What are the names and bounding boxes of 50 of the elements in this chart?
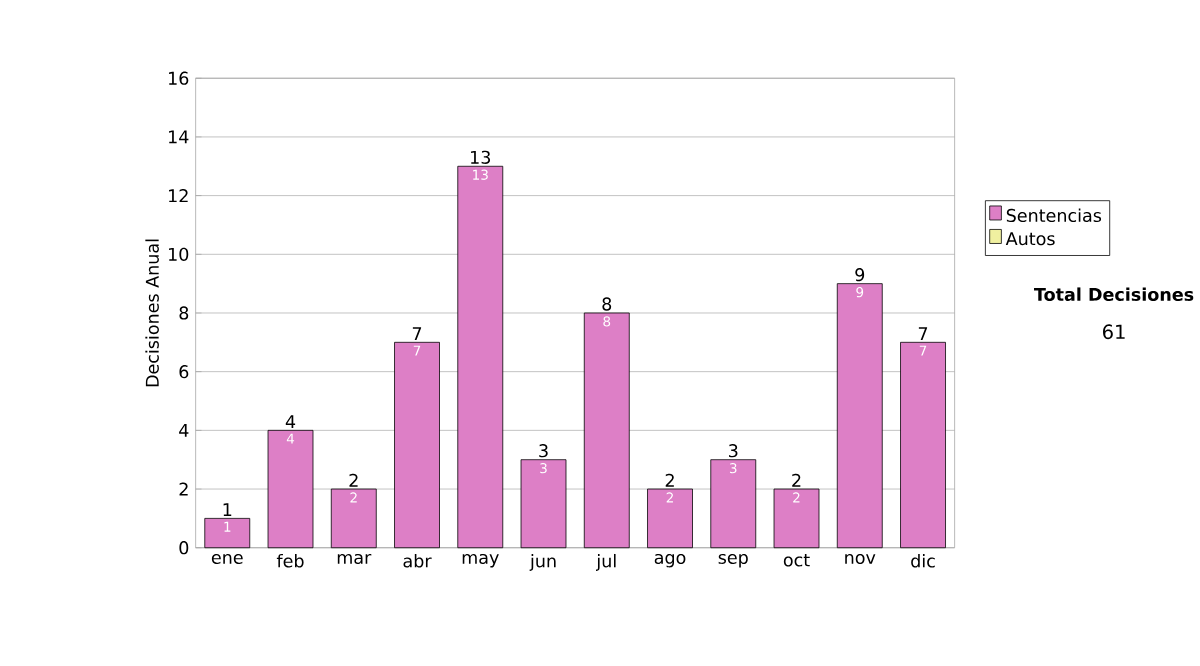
y-axis-title: Decisiones Anual — [145, 240, 159, 387]
y-tick-label: 2 — [179, 482, 188, 496]
total-label: 7 — [918, 327, 928, 341]
x-tick-label: mar — [337, 554, 372, 565]
bar — [330, 489, 377, 549]
y-tick-label: 16 — [169, 72, 189, 86]
y-tick-label: 6 — [179, 365, 189, 379]
x-tick-label: ago — [654, 554, 686, 568]
total-label: 2 — [349, 474, 358, 488]
bar — [457, 166, 504, 549]
x-tick-label: jun — [529, 554, 556, 572]
x-tick-label: nov — [845, 554, 876, 565]
x-tick-label: abr — [403, 554, 432, 568]
bar — [773, 489, 820, 549]
bar — [520, 459, 567, 549]
bar — [647, 489, 693, 549]
bar — [710, 459, 757, 549]
legend-label: Autos — [1005, 232, 1055, 246]
x-tick-label: dic — [911, 554, 935, 568]
bar — [394, 342, 440, 549]
bar — [267, 430, 314, 549]
total-label: 3 — [729, 444, 738, 458]
text: 61 — [1103, 324, 1125, 340]
legend-label: Sentencias — [1006, 208, 1102, 223]
y-tick-label: 14 — [169, 130, 189, 144]
total-label: 4 — [285, 415, 296, 429]
x-tick-label: ene — [211, 554, 243, 565]
bar — [900, 342, 946, 549]
bar — [583, 313, 630, 549]
x-tick-label: jul — [596, 554, 616, 572]
x-tick-label: feb — [276, 554, 304, 568]
total-label: 3 — [539, 444, 548, 458]
y-tick-label: 10 — [169, 248, 189, 262]
y-tick-label: 8 — [179, 306, 189, 321]
y-tick-label: 0 — [179, 541, 189, 555]
bar — [204, 518, 251, 549]
x-tick-label: oct — [783, 554, 810, 567]
total-label: 9 — [855, 268, 865, 282]
y-tick-label: 4 — [179, 424, 189, 438]
y-tick-label: 12 — [169, 189, 188, 203]
total-label: 2 — [792, 474, 801, 488]
text: Total Decisiones — [1034, 287, 1194, 302]
total-label: 8 — [602, 297, 612, 312]
x-tick-label: may — [462, 554, 499, 568]
total-label: 1 — [223, 503, 232, 517]
total-label: 2 — [665, 474, 674, 488]
x-tick-label: sep — [718, 554, 748, 568]
total-label: 13 — [471, 151, 491, 165]
total-label: 7 — [412, 327, 422, 341]
bar — [836, 283, 883, 549]
